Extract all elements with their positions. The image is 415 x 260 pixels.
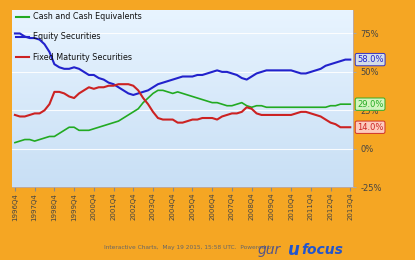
Text: Equity Securities: Equity Securities: [33, 32, 100, 41]
Text: focus: focus: [301, 243, 343, 257]
Text: Interactive Charts,  May 19 2015, 15:58 UTC.  Powered by: Interactive Charts, May 19 2015, 15:58 U…: [104, 245, 274, 250]
Text: Cash and Cash Equivalents: Cash and Cash Equivalents: [33, 12, 142, 21]
Text: 14.0%: 14.0%: [357, 123, 383, 132]
Text: gur: gur: [257, 243, 281, 257]
Text: u: u: [288, 241, 300, 259]
Text: 29.0%: 29.0%: [357, 100, 383, 109]
Text: 58.0%: 58.0%: [357, 55, 383, 64]
Text: Fixed Maturity Securities: Fixed Maturity Securities: [33, 53, 132, 62]
